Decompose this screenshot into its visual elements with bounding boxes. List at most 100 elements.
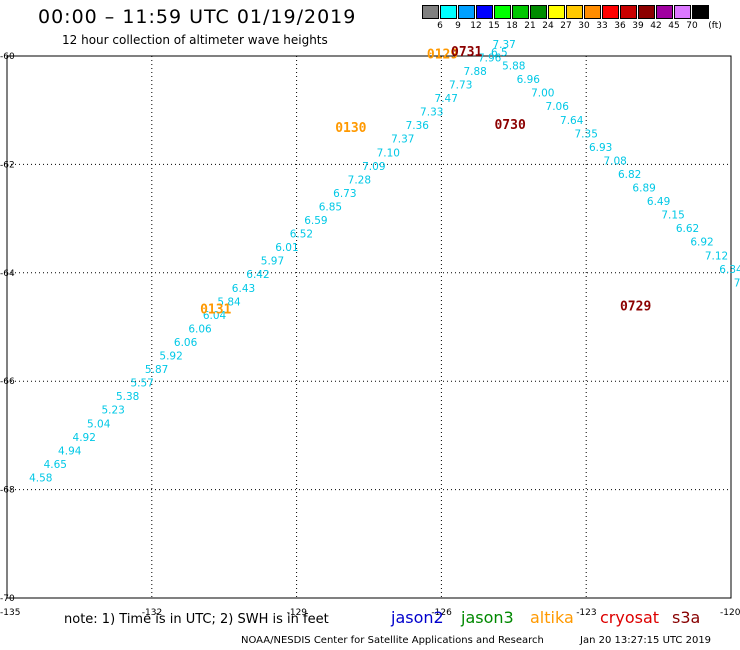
wave-height-value: 6.06 (188, 323, 212, 335)
wave-height-value: 4.92 (73, 432, 96, 444)
wave-height-value: 7.09 (362, 161, 385, 173)
wave-height-value: 5.38 (116, 391, 139, 403)
wave-height-value: 6.93 (589, 142, 612, 154)
wave-height-value: 7.35 (575, 128, 598, 140)
wave-height-value: 7.08 (603, 155, 626, 167)
wave-height-value: 7.47 (435, 93, 458, 105)
legend-tick-label: 27 (560, 21, 572, 31)
wave-height-value: 6.43 (232, 283, 255, 295)
wave-height-value: 7.33 (420, 107, 443, 119)
legend-swatch (566, 5, 583, 19)
satellite-legend-item: altika (530, 608, 574, 627)
satellite-legend-item: jason2 (391, 608, 444, 627)
legend-swatch (422, 5, 439, 19)
legend-swatch (530, 5, 547, 19)
legend-unit-label: (ft) (708, 21, 722, 31)
wave-height-value: 7.12 (705, 250, 728, 262)
legend-swatch (458, 5, 475, 19)
wave-height-value: 6.62 (676, 223, 699, 235)
pass-time-label: 0130 (335, 121, 366, 136)
pass-time-label: 0730 (494, 118, 525, 133)
wave-height-value: 4.58 (29, 472, 52, 484)
legend-swatch (548, 5, 565, 19)
legend-tick-label: 42 (650, 21, 662, 31)
wave-height-value: 6.89 (632, 183, 655, 195)
legend-tick-label: 30 (578, 21, 590, 31)
pass-time-label: 0729 (620, 300, 651, 315)
wave-height-value: 6.82 (618, 169, 641, 181)
longitude-tick-label: -123 (576, 608, 596, 618)
wave-height-value: 6.52 (290, 229, 313, 241)
legend-swatch (692, 5, 709, 19)
satellite-legend-item: jason3 (461, 608, 514, 627)
longitude-tick-label: -126 (431, 608, 452, 618)
chart-title: 00:00 – 11:59 UTC 01/19/2019 (38, 6, 357, 28)
legend-tick-label: 45 (668, 21, 680, 31)
latitude-tick-label: -68 (0, 486, 15, 496)
wave-height-value: 7.00 (531, 88, 554, 100)
legend-tick-label: 33 (596, 21, 608, 31)
legend-swatch (638, 5, 655, 19)
wave-height-value: 6.49 (647, 196, 670, 208)
longitude-tick-label: -135 (0, 608, 20, 618)
pass-time-label: 0731 (451, 45, 482, 60)
wave-height-value: 6.42 (246, 269, 269, 281)
wave-height-value: 7.64 (560, 115, 584, 127)
wave-height-value: 4.65 (44, 459, 67, 471)
footer-credit: NOAA/NESDIS Center for Satellite Applica… (241, 635, 544, 646)
legend-tick-label: 9 (455, 21, 461, 31)
wave-height-value: 4.94 (58, 445, 82, 457)
latitude-tick-label: -62 (0, 160, 15, 170)
legend-tick-label: 36 (614, 21, 626, 31)
latitude-tick-label: -66 (0, 377, 15, 387)
generation-timestamp: Jan 20 13:27:15 UTC 2019 (580, 635, 712, 646)
chart-subtitle: 12 hour collection of altimeter wave hei… (62, 33, 328, 47)
longitude-tick-label: -120 (720, 608, 740, 618)
legend-tick-label: 12 (470, 21, 482, 31)
legend-swatch (476, 5, 493, 19)
legend-tick-label: 70 (686, 21, 698, 31)
legend-tick-label: 24 (542, 21, 554, 31)
wave-height-value: 5.87 (145, 364, 168, 376)
satellite-legend-item: cryosat (600, 608, 660, 627)
wave-height-value: 6.73 (333, 188, 356, 200)
wave-height-value: 7.37 (391, 134, 414, 146)
longitude-tick-label: -129 (287, 608, 308, 618)
legend-tick-label: 6 (437, 21, 443, 31)
legend-swatch (656, 5, 673, 19)
legend-swatch (584, 5, 601, 19)
legend-swatch (512, 5, 529, 19)
map-frame (6, 55, 732, 599)
wave-height-value: 5.23 (101, 405, 124, 417)
wave-height-value: 7.10 (377, 147, 400, 159)
pass-time-label: 0129 (427, 48, 458, 63)
wave-height-value: 5.92 (159, 351, 182, 363)
legend-swatch (440, 5, 457, 19)
wave-height-value: 6.06 (174, 337, 198, 349)
wave-height-value: 6.5 (491, 47, 508, 59)
pass-time-label: 0131 (200, 302, 231, 317)
legend-swatch (620, 5, 637, 19)
legend-swatch (494, 5, 511, 19)
wave-height-value: 7.36 (734, 277, 740, 289)
wave-height-value: 7.96 (478, 52, 502, 64)
wave-height-value: 6.85 (319, 201, 342, 213)
wave-height-value: 6.04 (203, 310, 227, 322)
wave-height-value: 5.57 (130, 378, 153, 390)
legend-tick-label: 18 (506, 21, 518, 31)
legend-tick-label: 39 (632, 21, 644, 31)
legend-swatch (602, 5, 619, 19)
latitude-tick-label: -70 (0, 594, 15, 604)
wave-height-value: 5.84 (217, 296, 241, 308)
wave-height-value: 7.73 (449, 80, 472, 92)
wave-height-value: 7.88 (463, 66, 486, 78)
wave-height-value: 7.06 (546, 101, 570, 113)
legend-swatch (674, 5, 691, 19)
wave-height-value: 5.04 (87, 418, 111, 430)
latitude-tick-label: -60 (0, 52, 15, 62)
latitude-tick-label: -64 (0, 269, 15, 279)
units-note: note: 1) Time is in UTC; 2) SWH is in fe… (64, 612, 329, 627)
satellite-legend-item: s3a (672, 608, 701, 627)
wave-height-value: 7.28 (348, 174, 371, 186)
